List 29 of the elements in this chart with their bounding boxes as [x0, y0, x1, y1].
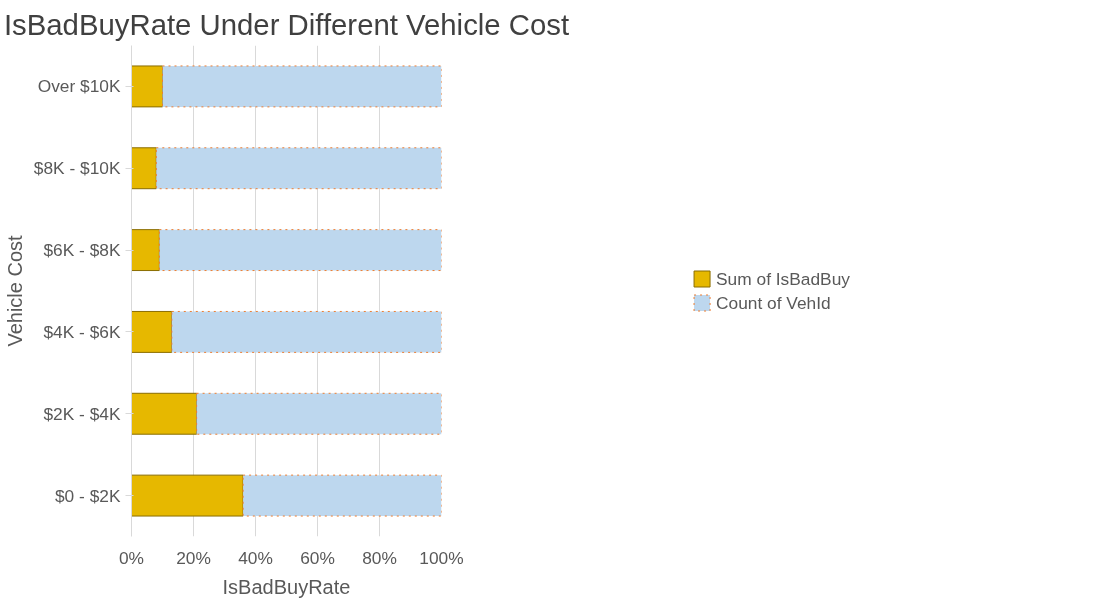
- y-tick-label: $8K - $10K: [33, 158, 121, 179]
- bar: [131, 229, 160, 272]
- x-tick-label: 100%: [419, 547, 464, 568]
- x-tick-label: 20%: [176, 547, 211, 568]
- x-tick-label: 0%: [118, 547, 145, 568]
- bar: [162, 65, 442, 108]
- y-tick-label: $0 - $2K: [54, 485, 121, 506]
- y-tick-label: $4K - $6K: [43, 321, 121, 342]
- legend-label: Count of VehId: [716, 292, 831, 313]
- bar: [131, 65, 163, 108]
- x-tick-label: 60%: [300, 547, 335, 568]
- x-tick-label: 80%: [362, 547, 397, 568]
- bar: [158, 229, 442, 272]
- y-tick-label: $2K - $4K: [43, 403, 121, 424]
- x-axis-title: IsBadBuyRate: [222, 575, 351, 598]
- bar: [131, 310, 173, 353]
- bar: [242, 474, 442, 517]
- chart-title: IsBadBuyRate Under Different Vehicle Cost: [3, 7, 570, 41]
- x-tick-label: 40%: [238, 547, 273, 568]
- bar: [131, 392, 198, 435]
- bar: [171, 310, 442, 353]
- bar: [196, 392, 442, 435]
- legend-label: Sum of IsBadBuy: [716, 268, 850, 289]
- bar: [131, 147, 157, 190]
- y-axis-title: Vehicle Cost: [3, 234, 26, 347]
- bar: [155, 147, 442, 190]
- y-tick-label: $6K - $8K: [43, 240, 121, 261]
- bar: [131, 474, 244, 517]
- y-tick-label: Over $10K: [37, 76, 121, 97]
